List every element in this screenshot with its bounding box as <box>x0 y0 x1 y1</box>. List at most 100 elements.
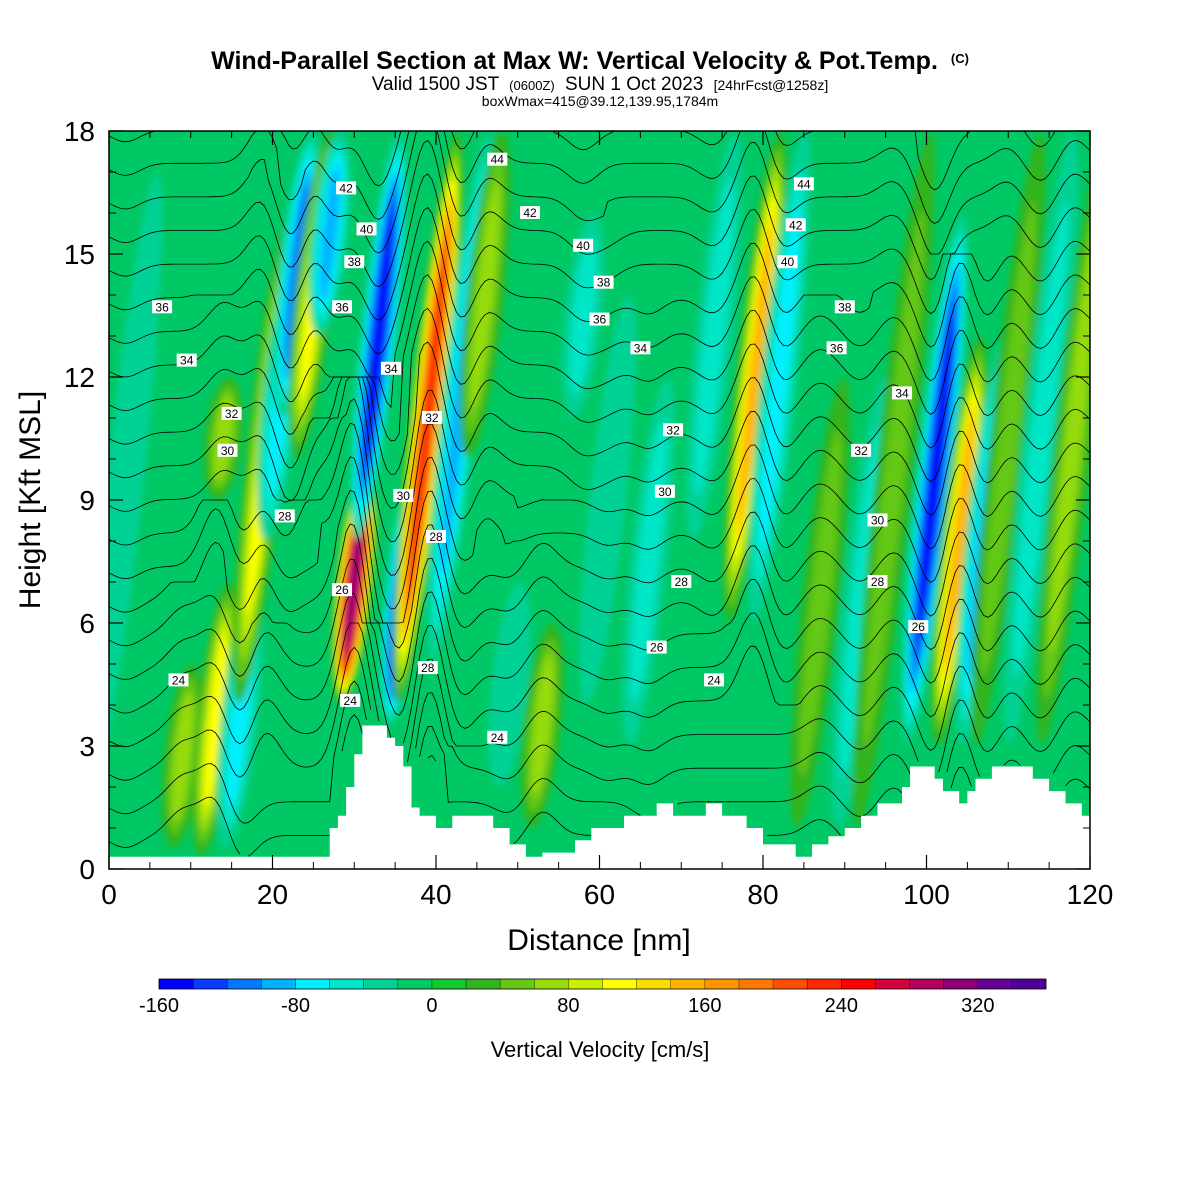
y-tick-label: 18 <box>64 116 95 147</box>
contour-label-text: 36 <box>155 300 169 314</box>
velocity-level <box>345 511 363 653</box>
colorbar: -160 -80 0 80 160 240 320 <box>139 978 1047 1017</box>
contour-label-text: 38 <box>838 300 852 314</box>
contour-label-text: 28 <box>871 575 885 589</box>
contour-label: 28 <box>274 509 295 523</box>
velocity-level <box>285 183 309 366</box>
x-axis: 0 20 40 60 80 100 120 <box>101 131 1113 910</box>
colorbar-swatch <box>500 979 535 989</box>
contour-label: 38 <box>344 255 365 269</box>
contour-label-text: 42 <box>789 218 803 232</box>
velocity-level <box>470 180 500 410</box>
velocity-feature <box>521 623 564 828</box>
colorbar-swatch <box>875 979 910 989</box>
contour-label-text: 40 <box>781 255 795 269</box>
colorbar-tick-label: 0 <box>426 995 437 1017</box>
x-tick-label: 100 <box>903 879 950 910</box>
contour-label-text: 24 <box>707 673 721 687</box>
contour-label-text: 28 <box>278 509 292 523</box>
contour-label-text: 36 <box>335 300 349 314</box>
colorbar-swatch <box>602 979 637 989</box>
colorbar-swatch <box>636 979 672 989</box>
contour-label: 34 <box>892 386 912 400</box>
contour-label-text: 26 <box>912 620 926 634</box>
x-tick-label: 120 <box>1067 879 1114 910</box>
contour-label-text: 24 <box>172 673 186 687</box>
velocity-level <box>694 177 734 495</box>
contour-label: 36 <box>332 300 352 314</box>
contour-label: 36 <box>152 300 173 314</box>
contour-label: 32 <box>421 411 442 425</box>
colorbar-swatch <box>670 979 706 989</box>
contour-label-text: 42 <box>523 206 537 220</box>
contour-label-text: 28 <box>429 530 443 544</box>
contour-label: 24 <box>487 730 508 745</box>
contour-label: 38 <box>834 300 855 314</box>
colorbar-swatch <box>397 979 433 989</box>
contour-label-text: 34 <box>180 354 194 368</box>
y-axis-label: Height [Kft MSL] <box>14 391 47 609</box>
x-axis-label: Distance [nm] <box>507 924 690 957</box>
theta-contour <box>109 376 1090 543</box>
x-tick-label: 0 <box>101 879 117 910</box>
contour-label-text: 38 <box>597 276 611 290</box>
x-tick-label: 80 <box>747 879 778 910</box>
colorbar-tick-label: 80 <box>557 995 579 1017</box>
velocity-feature <box>685 132 743 540</box>
chart-title-suffix: (C) <box>951 51 969 66</box>
y-tick-label: 0 <box>79 854 95 885</box>
contour-label: 26 <box>646 640 667 655</box>
velocity-field <box>109 131 1090 856</box>
contour-label-text: 44 <box>797 177 811 191</box>
velocity-feature <box>192 582 239 856</box>
contour-label-text: 34 <box>895 386 909 400</box>
contour-label-text: 24 <box>491 731 505 745</box>
contour-label: 40 <box>356 222 377 236</box>
velocity-feature <box>853 132 935 827</box>
contour-label-text: 32 <box>425 411 439 425</box>
theta-contour <box>109 558 1090 718</box>
velocity-feature <box>790 378 851 827</box>
contour-label: 26 <box>332 583 352 597</box>
contour-label: 42 <box>520 206 540 220</box>
contour-labels: 24 24 24 24 26 26 26 28 28 28 28 28 30 30 30 30 32 32 32 32… <box>152 152 929 745</box>
contour-label-text: 40 <box>576 239 590 253</box>
contour-label-text: 36 <box>830 341 844 355</box>
velocity-level <box>531 654 554 797</box>
contour-label-text: 40 <box>360 222 374 236</box>
contour-label-text: 30 <box>871 514 885 528</box>
subtitle-zulu: (0600Z) <box>509 78 555 93</box>
contour-label: 24 <box>704 673 724 687</box>
theta-contour <box>109 592 1090 751</box>
colorbar-swatch <box>534 979 569 989</box>
colorbar-swatch <box>1011 979 1047 989</box>
theta-contour <box>109 456 1090 624</box>
colorbar-swatch <box>841 979 876 989</box>
colorbar-swatch <box>909 979 944 989</box>
contour-label: 32 <box>221 406 242 421</box>
colorbar-swatch <box>704 979 740 989</box>
contour-label: 36 <box>826 341 847 355</box>
y-tick-label: 6 <box>79 608 95 639</box>
contour-label: 32 <box>663 423 684 437</box>
colorbar-label: Vertical Velocity [cm/s] <box>491 1037 710 1062</box>
x-tick-label: 60 <box>584 879 615 910</box>
contour-label: 28 <box>417 661 438 675</box>
theta-contour <box>109 341 1090 509</box>
contour-label-text: 32 <box>666 423 680 437</box>
plot-area: 24 24 24 24 26 26 26 28 28 28 28 28 30 30 30 30 32 32 32 32… <box>109 131 1090 869</box>
theta-contour <box>109 274 1090 442</box>
colorbar-swatch <box>159 979 194 989</box>
contour-label: 44 <box>487 152 508 167</box>
colorbar-swatch <box>568 979 603 989</box>
chart-title-main: Wind-Parallel Section at Max W: Vertical… <box>211 47 938 75</box>
velocity-feature <box>747 132 811 622</box>
contour-label-text: 30 <box>658 485 672 499</box>
contour-label-text: 44 <box>491 153 505 167</box>
theta-contour <box>109 307 1090 475</box>
contour-label-text: 38 <box>348 255 362 269</box>
contour-label: 34 <box>176 353 197 368</box>
chart-title: Wind-Parallel Section at Max W: Vertical… <box>211 47 969 75</box>
